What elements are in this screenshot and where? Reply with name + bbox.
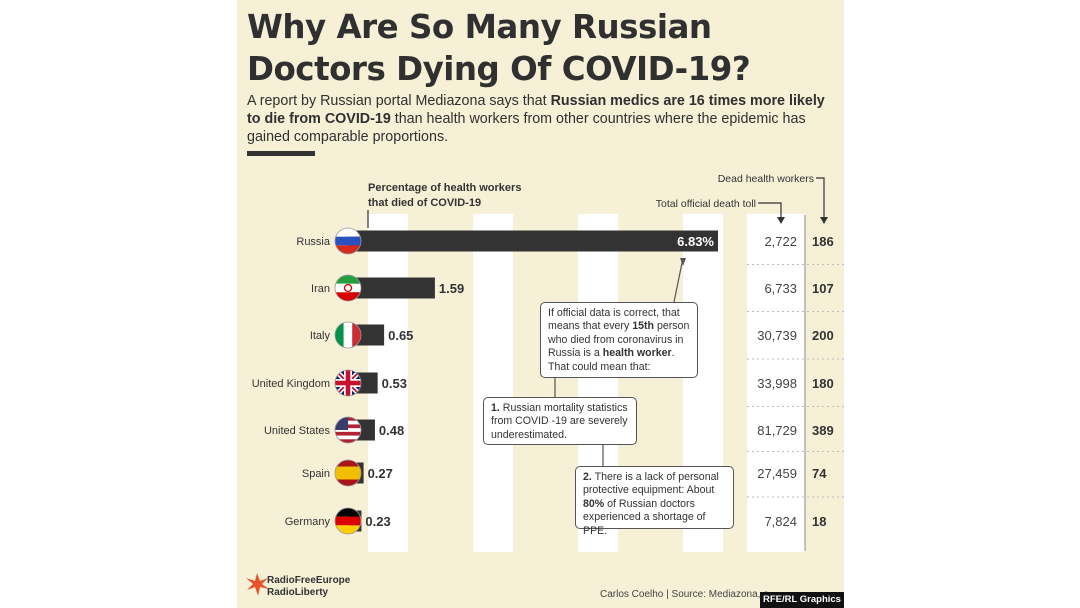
title-underline [247, 151, 315, 156]
total-death-toll-value: 6,733 [764, 281, 797, 296]
logo-text: RadioFreeEurope RadioLiberty [267, 575, 350, 599]
source-credit: Carlos Coelho | Source: Mediazona, a [600, 589, 769, 600]
callout-two: 2. There is a lack of personal protectiv… [575, 466, 734, 537]
dead-health-workers-arrow [816, 177, 825, 222]
grid-stripe [473, 214, 513, 552]
rfe-rl-graphics-badge: RFE/RL Graphics [760, 592, 844, 608]
dead-health-workers-value: 200 [812, 328, 834, 343]
flag-germany-icon [334, 507, 362, 535]
category-label: Italy [310, 330, 331, 342]
category-label: United Kingdom [252, 378, 330, 390]
flag-iran-icon [334, 274, 362, 302]
title-line-1: Why Are So Many Russian [247, 8, 712, 46]
dead-health-workers-arrowhead [820, 217, 828, 224]
flag-uk-icon [334, 369, 362, 397]
page-title: Why Are So Many Russian Doctors Dying Of… [247, 6, 837, 90]
category-label: United States [264, 425, 331, 437]
total-death-toll-value: 30,739 [757, 328, 797, 343]
dead-health-workers-value: 180 [812, 376, 834, 391]
value-label: 6.83% [677, 234, 714, 249]
subtitle-text-2: than health workers from other countries… [247, 111, 806, 145]
value-label: 0.65 [388, 328, 413, 343]
callout-one: 1. Russian mortality statistics from COV… [483, 397, 637, 445]
callout-one-text: Russian mortality statistics from COVID … [491, 402, 628, 441]
title-line-2: Doctors Dying Of COVID-19? [247, 50, 751, 88]
callout-pointer-head [680, 258, 686, 266]
callout-two-bold: 80% [583, 497, 605, 510]
flag-usa-icon [334, 416, 362, 444]
flag-russia-icon [334, 227, 362, 255]
callout-pointer [673, 257, 684, 303]
value-label: 0.27 [368, 466, 393, 481]
callout-main-bold-1: 15th [632, 320, 654, 333]
value-label: 0.48 [379, 423, 404, 438]
callout-main: If official data is correct, that means … [540, 302, 698, 378]
bar [349, 277, 435, 299]
flag-italy-icon [334, 321, 362, 349]
logo-line-1: RadioFreeEurope [267, 575, 351, 586]
grid-stripe [747, 214, 805, 552]
total-death-toll-arrow [758, 202, 782, 222]
flag-spain-icon [334, 459, 362, 487]
dead-health-workers-header: Dead health workers [718, 173, 814, 185]
callout-main-text-3: . That could mean that: [548, 347, 675, 373]
callout-main-text-1: If official data is correct, that means … [548, 307, 680, 333]
callout-two-text-2: of Russian doctors experienced a shortag… [583, 497, 706, 537]
category-label: Germany [285, 516, 331, 528]
dead-health-workers-value: 18 [812, 514, 826, 529]
subtitle: A report by Russian portal Mediazona say… [247, 92, 832, 146]
rfe-rl-logo-icon [246, 573, 269, 596]
callout-main-bold-2: health worker [602, 347, 672, 360]
total-death-toll-value: 27,459 [757, 466, 797, 481]
category-label: Iran [311, 283, 330, 295]
value-label: 1.59 [439, 281, 464, 296]
dead-health-workers-value: 389 [812, 423, 834, 438]
value-label: 0.23 [365, 514, 390, 529]
callout-two-text-1: There is a lack of personal protective e… [583, 471, 719, 497]
chart-title-line-2: that died of COVID-19 [368, 197, 481, 209]
total-death-toll-header: Total official death toll [656, 198, 756, 210]
total-death-toll-value: 81,729 [757, 423, 797, 438]
total-death-toll-value: 2,722 [764, 234, 797, 249]
total-death-toll-value: 33,998 [757, 376, 797, 391]
subtitle-text-1: A report by Russian portal Mediazona say… [247, 93, 551, 109]
subtitle-bold-text: Russian medics are 16 times more likely … [247, 93, 825, 127]
dead-health-workers-value: 74 [812, 466, 827, 481]
dead-health-workers-value: 107 [812, 281, 834, 296]
logo-line-2: RadioLiberty [267, 587, 329, 598]
value-label: 0.53 [382, 376, 407, 391]
infographic-panel: Why Are So Many Russian Doctors Dying Of… [237, 0, 844, 608]
category-label: Spain [302, 468, 330, 480]
dead-health-workers-value: 186 [812, 234, 834, 249]
total-death-toll-arrowhead [777, 217, 785, 224]
callout-main-text-2: person who died from coronavirus in Russ… [548, 320, 690, 360]
callout-one-number: 1. [491, 402, 500, 414]
bar [349, 230, 718, 252]
callout-two-number: 2. [583, 471, 592, 483]
total-death-toll-value: 7,824 [764, 514, 797, 529]
chart-title-line-1: Percentage of health workers [368, 182, 521, 194]
category-label: Russia [296, 236, 331, 248]
